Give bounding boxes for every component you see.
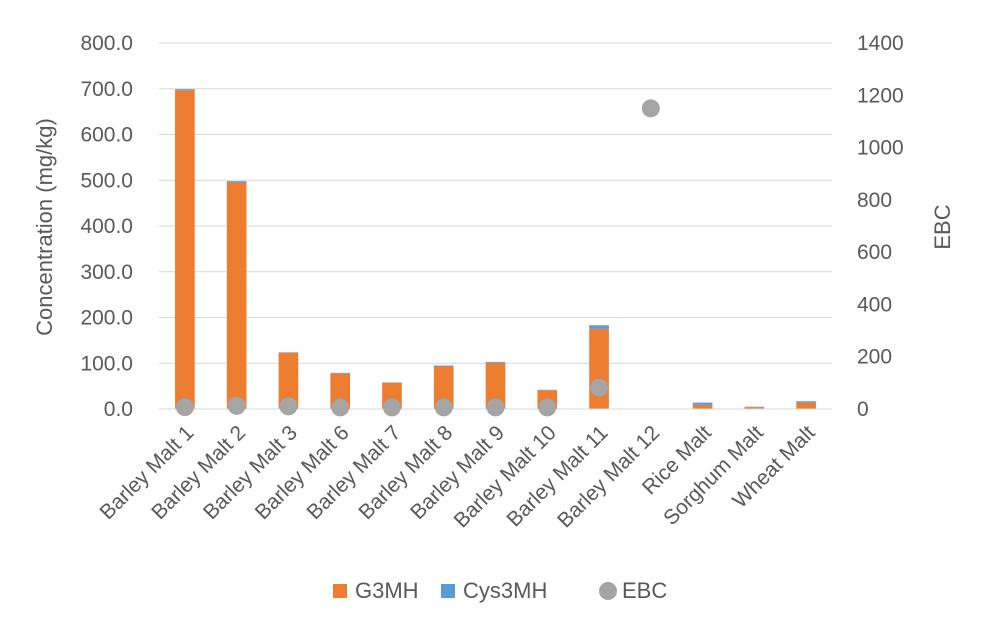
left-tick-label: 800.0 [80,32,133,55]
ebc-points [175,99,660,417]
right-tick-label: 600 [857,241,892,264]
legend-swatch-g3mh [333,584,347,598]
right-tick-label: 0 [857,398,869,421]
bar-g3mh-wheat-malt [796,402,816,409]
point-ebc-barley-malt-2 [227,396,246,415]
gridlines [159,42,832,364]
bar-g3mh-barley-malt-9 [485,362,506,409]
right-tick-label: 1200 [857,84,904,107]
right-tick-label: 200 [857,346,892,369]
right-axis-ticks: 0 200 400 600 800 1000 1200 1400 [857,32,904,421]
bar-cys3mh-barley-malt-1 [175,89,195,91]
legend-label-g3mh: G3MH [355,578,419,603]
bar-g3mh-barley-malt-11 [589,328,609,409]
bar-g3mh-barley-malt-3 [278,352,299,409]
point-ebc-barley-malt-1 [175,398,194,417]
left-axis-title: Concentration (mg/kg) [32,118,57,336]
bar-g3mh-barley-malt-1 [175,90,195,409]
bar-cys3mh-barley-malt-8 [433,365,454,367]
left-tick-label: 300.0 [80,261,133,284]
bar-g3mh-sorghum-malt [744,407,765,409]
bar-g3mh-barley-malt-8 [433,366,454,409]
legend-label-cys3mh: Cys3MH [463,578,547,603]
bar-cys3mh-barley-malt-11 [589,325,609,329]
left-tick-label: 500.0 [80,169,133,192]
legend-swatch-cys3mh [441,584,455,598]
bar-g3mh-rice-malt [692,404,713,409]
bar-cys3mh-rice-malt [692,402,713,405]
left-axis-ticks: 0.0 100.0 200.0 300.0 400.0 500.0 600.0 700.0 80… [80,32,133,421]
left-tick-label: 400.0 [80,215,133,238]
point-ebc-barley-malt-6 [331,398,350,417]
left-tick-label: 0.0 [104,398,133,421]
bar-cys3mh-barley-malt-9 [485,361,506,363]
bars [175,89,816,409]
point-ebc-barley-malt-3 [279,397,298,416]
right-tick-label: 1400 [857,32,904,55]
point-ebc-barley-malt-7 [382,398,401,417]
legend: G3MH Cys3MH EBC [333,578,667,603]
right-tick-label: 1000 [857,137,904,160]
legend-label-ebc: EBC [622,578,667,603]
bar-cys3mh-barley-malt-2 [226,181,247,183]
point-ebc-barley-malt-10 [538,398,557,417]
bar-g3mh-barley-malt-2 [226,182,247,409]
left-tick-label: 100.0 [80,352,133,375]
left-tick-label: 700.0 [80,78,133,101]
legend-marker-ebc [599,582,617,600]
bar-cys3mh-wheat-malt [796,401,816,403]
right-tick-label: 800 [857,189,892,212]
point-ebc-barley-malt-8 [434,398,453,417]
point-ebc-barley-malt-11 [590,378,609,397]
point-ebc-barley-malt-12 [641,99,660,118]
right-tick-label: 400 [857,293,892,316]
point-ebc-barley-malt-9 [486,398,505,417]
left-tick-label: 600.0 [80,124,133,147]
right-axis-title: EBC [930,204,955,249]
left-tick-label: 200.0 [80,307,133,330]
